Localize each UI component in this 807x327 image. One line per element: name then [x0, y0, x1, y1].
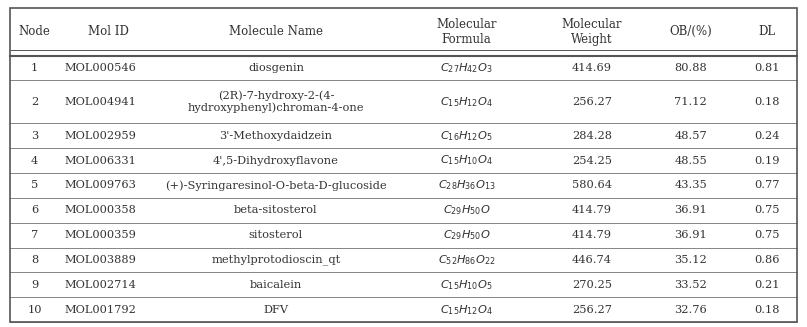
Text: 254.25: 254.25: [572, 156, 612, 165]
Text: MOL004941: MOL004941: [64, 97, 136, 107]
Text: beta-sitosterol: beta-sitosterol: [234, 205, 318, 215]
Text: $C_{15}H_{12}O_{4}$: $C_{15}H_{12}O_{4}$: [440, 303, 493, 317]
Text: 4: 4: [31, 156, 38, 165]
Text: 256.27: 256.27: [572, 97, 612, 107]
Text: 48.55: 48.55: [674, 156, 707, 165]
Text: MOL000359: MOL000359: [64, 230, 136, 240]
Text: 1: 1: [31, 63, 38, 73]
Text: (+)-Syringaresinol-O-beta-D-glucoside: (+)-Syringaresinol-O-beta-D-glucoside: [165, 180, 387, 191]
Text: sitosterol: sitosterol: [249, 230, 303, 240]
Text: 4',5-Dihydroxyflavone: 4',5-Dihydroxyflavone: [213, 156, 339, 165]
Text: Mol ID: Mol ID: [89, 26, 129, 38]
Text: (2R)-7-hydroxy-2-(4-
hydroxyphenyl)chroman-4-one: (2R)-7-hydroxy-2-(4- hydroxyphenyl)chrom…: [188, 91, 364, 113]
Text: 0.18: 0.18: [755, 97, 780, 107]
Text: $C_{27}H_{42}O_{3}$: $C_{27}H_{42}O_{3}$: [440, 61, 493, 75]
Text: Node: Node: [19, 26, 50, 38]
Text: 0.77: 0.77: [755, 181, 780, 190]
Text: 0.81: 0.81: [755, 63, 780, 73]
Text: 71.12: 71.12: [674, 97, 707, 107]
Text: 270.25: 270.25: [572, 280, 612, 290]
Text: 0.75: 0.75: [755, 230, 780, 240]
Text: 284.28: 284.28: [572, 131, 612, 141]
Text: MOL002714: MOL002714: [64, 280, 136, 290]
Text: DL: DL: [759, 26, 776, 38]
Text: 0.75: 0.75: [755, 205, 780, 215]
Text: 33.52: 33.52: [674, 280, 707, 290]
Text: 32.76: 32.76: [674, 305, 707, 315]
Text: 580.64: 580.64: [572, 181, 612, 190]
Text: OB/(%): OB/(%): [669, 26, 712, 38]
Text: 80.88: 80.88: [674, 63, 707, 73]
Text: 8: 8: [31, 255, 38, 265]
Text: $C_{52}H_{86}O_{22}$: $C_{52}H_{86}O_{22}$: [437, 253, 495, 267]
Text: 0.24: 0.24: [755, 131, 780, 141]
Text: 414.79: 414.79: [572, 230, 612, 240]
Text: DFV: DFV: [263, 305, 288, 315]
Text: MOL000358: MOL000358: [64, 205, 136, 215]
Text: $C_{29}H_{50}O$: $C_{29}H_{50}O$: [442, 203, 490, 217]
Text: methylprotodioscin_qt: methylprotodioscin_qt: [211, 255, 341, 265]
Text: 2: 2: [31, 97, 38, 107]
Text: 10: 10: [27, 305, 42, 315]
Text: diosgenin: diosgenin: [248, 63, 304, 73]
Text: 6: 6: [31, 205, 38, 215]
Text: 414.69: 414.69: [572, 63, 612, 73]
Text: 35.12: 35.12: [674, 255, 707, 265]
Text: 5: 5: [31, 181, 38, 190]
Text: 48.57: 48.57: [674, 131, 707, 141]
Text: Molecule Name: Molecule Name: [229, 26, 323, 38]
Text: MOL003889: MOL003889: [64, 255, 136, 265]
Text: 0.21: 0.21: [755, 280, 780, 290]
Text: 43.35: 43.35: [674, 181, 707, 190]
Text: 0.86: 0.86: [755, 255, 780, 265]
Text: 0.18: 0.18: [755, 305, 780, 315]
Text: Molecular
Weight: Molecular Weight: [562, 18, 622, 46]
Text: 7: 7: [31, 230, 38, 240]
Text: baicalein: baicalein: [250, 280, 302, 290]
Text: $C_{28}H_{36}O_{13}$: $C_{28}H_{36}O_{13}$: [437, 179, 495, 192]
Text: MOL002959: MOL002959: [64, 131, 136, 141]
Text: $C_{15}H_{10}O_{4}$: $C_{15}H_{10}O_{4}$: [440, 154, 493, 167]
Text: $C_{15}H_{12}O_{4}$: $C_{15}H_{12}O_{4}$: [440, 95, 493, 109]
Text: Molecular
Formula: Molecular Formula: [436, 18, 496, 46]
Text: MOL009763: MOL009763: [64, 181, 136, 190]
Text: $C_{16}H_{12}O_{5}$: $C_{16}H_{12}O_{5}$: [440, 129, 493, 143]
Text: 256.27: 256.27: [572, 305, 612, 315]
Text: 9: 9: [31, 280, 38, 290]
Text: MOL001792: MOL001792: [64, 305, 136, 315]
Text: $C_{29}H_{50}O$: $C_{29}H_{50}O$: [442, 228, 490, 242]
Text: 3'-Methoxydaidzein: 3'-Methoxydaidzein: [220, 131, 332, 141]
Text: 36.91: 36.91: [674, 205, 707, 215]
Text: MOL000546: MOL000546: [64, 63, 136, 73]
Text: 3: 3: [31, 131, 38, 141]
Text: 36.91: 36.91: [674, 230, 707, 240]
Text: $C_{15}H_{10}O_{5}$: $C_{15}H_{10}O_{5}$: [440, 278, 493, 292]
Text: 0.19: 0.19: [755, 156, 780, 165]
Text: 446.74: 446.74: [572, 255, 612, 265]
Text: 414.79: 414.79: [572, 205, 612, 215]
Text: MOL006331: MOL006331: [64, 156, 136, 165]
